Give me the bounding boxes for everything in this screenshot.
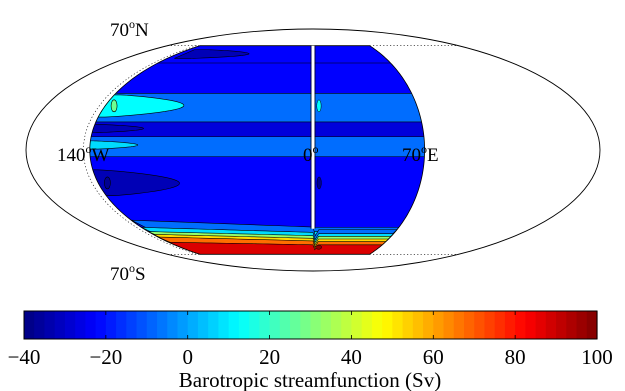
colorbar-tick-label: 20 <box>259 345 280 369</box>
band-4 <box>89 136 425 157</box>
colorbar-tick-label: 40 <box>341 345 362 369</box>
colorbar-swatch <box>423 311 434 339</box>
colorbar-swatch <box>433 311 445 339</box>
colorbar-swatch <box>187 311 199 339</box>
subtropical-gyre-south-core <box>104 176 111 190</box>
colorbar-swatch <box>146 311 158 339</box>
equatorial-lobe-south <box>89 140 139 150</box>
colorbar-swatch <box>341 311 353 339</box>
colorbar-swatch <box>218 311 230 339</box>
acc-core <box>168 241 384 255</box>
colorbar-swatch <box>95 311 107 339</box>
colorbar-tick-label: 80 <box>505 345 526 369</box>
colorbar-tick-label: 0 <box>182 345 193 369</box>
colorbar-swatch <box>44 311 56 339</box>
colorbar-swatch <box>515 311 526 339</box>
colorbar: −40 −20 0 20 40 60 80 100 Barotropic streamfunc… <box>8 310 613 391</box>
colorbar-tick-label: −20 <box>89 345 122 369</box>
meridian-140w <box>83 45 197 255</box>
colorbar-swatch <box>197 311 209 339</box>
colorbar-swatch <box>351 311 363 339</box>
label-70s: 70oS <box>110 261 146 285</box>
colorbar-tick-label: −40 <box>8 345 41 369</box>
map: 70oN 140oW 0o 70oE 70oS <box>25 17 601 285</box>
subpolar-gyre-north <box>174 49 250 59</box>
colorbar-swatch <box>177 311 189 339</box>
colorbar-swatch <box>576 311 588 339</box>
colorbar-swatch <box>167 311 179 339</box>
colorbar-swatch <box>382 311 393 339</box>
colorbar-swatch <box>402 311 414 339</box>
colorbar-swatch <box>259 311 271 339</box>
subtropical-gyre-north-core <box>110 99 118 113</box>
colorbar-swatch <box>126 311 138 339</box>
colorbar-swatch <box>228 311 240 339</box>
colorbar-swatch <box>85 311 97 339</box>
colorbar-swatch <box>64 311 76 339</box>
colorbar-swatch <box>136 311 148 339</box>
colorbar-label: Barotropic streamfunction (Sv) <box>179 368 441 391</box>
colorbar-swatch <box>371 311 383 339</box>
colorbar-swatch <box>54 311 66 339</box>
colorbar-swatch <box>566 311 578 339</box>
colorbar-swatch <box>474 311 486 339</box>
colorbar-swatch <box>392 311 404 339</box>
colorbar-swatch <box>34 311 46 339</box>
acc-max <box>315 245 322 250</box>
colorbar-swatch <box>556 311 567 339</box>
colorbar-swatch <box>320 311 332 339</box>
colorbar-swatch <box>525 311 537 339</box>
contour-features <box>89 49 398 255</box>
colorbar-swatch <box>361 311 373 339</box>
colorbar-swatch <box>535 311 547 339</box>
label-140w: 140oW <box>57 142 110 166</box>
colorbar-swatch <box>310 311 322 339</box>
label-70n: 70oN <box>110 17 149 41</box>
colorbar-ticks: −40 −20 0 20 40 60 80 100 <box>8 311 613 369</box>
meridional-ridges <box>310 45 316 229</box>
eddy-1 <box>316 176 322 190</box>
gridlines-dotted <box>83 45 459 255</box>
colorbar-swatch <box>494 311 506 339</box>
label-70e: 70oE <box>402 142 439 166</box>
colorbar-swatch <box>249 311 260 339</box>
colorbar-swatch <box>504 311 516 339</box>
colorbar-swatch <box>443 311 455 339</box>
colorbar-swatch <box>269 311 281 339</box>
colorbar-swatch <box>75 311 86 339</box>
band-3 <box>89 121 425 138</box>
colorbar-swatch <box>157 311 168 339</box>
eddy-0 <box>316 99 322 113</box>
colorbar-swatch <box>484 311 496 339</box>
colorbar-swatch <box>238 311 250 339</box>
colorbar-swatch <box>290 311 301 339</box>
colorbar-swatch <box>279 311 291 339</box>
colorbar-swatch <box>24 311 35 339</box>
colorbar-swatch <box>463 311 475 339</box>
colorbar-gradient <box>24 311 598 339</box>
equatorial-lobe-north <box>89 124 144 133</box>
label-0: 0o <box>303 142 319 166</box>
colorbar-swatch <box>412 311 424 339</box>
colorbar-swatch <box>208 311 220 339</box>
colorbar-swatch <box>330 311 342 339</box>
colorbar-swatch <box>453 311 465 339</box>
globe-outline <box>25 28 601 272</box>
colorbar-tick-label: 100 <box>581 345 613 369</box>
colorbar-frame <box>23 310 598 340</box>
colorbar-swatch <box>300 311 312 339</box>
colorbar-swatch <box>545 311 557 339</box>
colorbar-swatch <box>105 311 117 339</box>
colorbar-swatch <box>586 311 598 339</box>
colorbar-tick-label: 60 <box>423 345 444 369</box>
colorbar-swatch <box>116 311 127 339</box>
